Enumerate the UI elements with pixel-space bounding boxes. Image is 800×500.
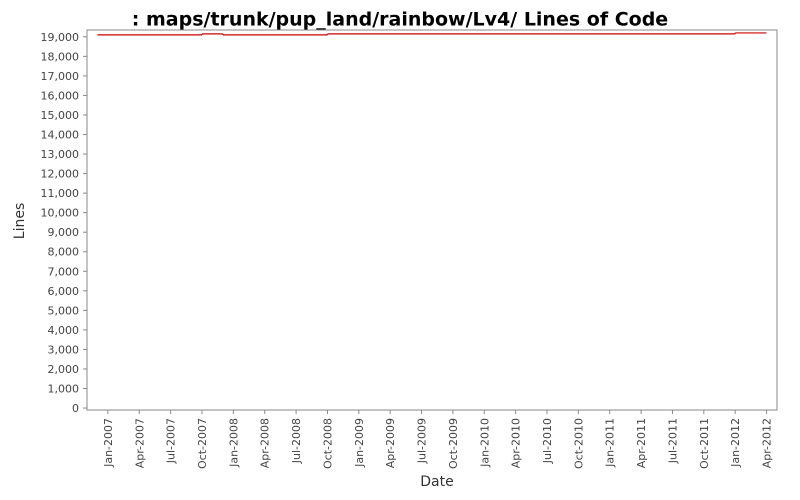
x-tick-label: Apr-2008 [259,418,272,468]
x-tick-label: Jul-2011 [666,418,679,464]
y-tick-label: 0 [72,402,79,415]
x-tick-label: Jan-2010 [478,418,491,468]
y-axis-label: Lines [12,203,28,239]
x-tick-label: Jan-2007 [102,418,115,468]
y-tick-label: 6,000 [48,285,80,298]
y-tick-label: 13,000 [41,148,80,161]
y-tick-label: 18,000 [41,50,80,63]
x-tick-label: Apr-2007 [133,418,146,468]
x-tick-label: Oct-2011 [698,418,711,469]
y-tick-label: 12,000 [41,168,80,181]
y-tick-label: 16,000 [41,89,80,102]
x-axis-label: Date [420,474,453,490]
y-tick-label: 17,000 [41,70,80,83]
plot-area [86,29,778,411]
chart-title: : maps/trunk/pup_land/rainbow/Lv4/ Lines… [132,9,668,31]
y-tick-label: 2,000 [48,363,80,376]
x-tick-label: Jan-2011 [604,418,617,468]
y-tick-label: 5,000 [48,304,80,317]
x-tick-label: Oct-2009 [447,418,460,469]
y-tick-label: 7,000 [48,265,80,278]
x-tick-label: Apr-2009 [384,418,397,468]
x-tick-label: Jul-2009 [416,418,429,464]
x-tick-label: Apr-2010 [510,418,523,468]
x-tick-label: Apr-2012 [761,418,774,468]
y-tick-label: 11,000 [41,187,80,200]
y-tick-label: 14,000 [41,129,80,142]
x-tick-label: Jul-2008 [290,418,303,464]
x-tick-label: Jan-2008 [227,418,240,468]
x-tick-label: Oct-2007 [196,418,209,469]
x-tick-label: Jul-2007 [165,418,178,464]
x-tick-label: Jul-2010 [541,418,554,464]
y-tick-label: 3,000 [48,343,80,356]
y-tick-label: 15,000 [41,109,80,122]
x-tick-label: Jan-2012 [729,418,742,468]
y-tick-label: 19,000 [41,31,80,44]
x-tick-label: Jan-2009 [353,418,366,468]
y-tick-label: 1,000 [48,383,80,396]
y-tick-label: 9,000 [48,226,80,239]
x-tick-label: Oct-2010 [572,418,585,469]
x-tick-label: Oct-2008 [321,418,334,469]
y-tick-label: 8,000 [48,246,80,259]
y-tick-label: 10,000 [41,207,80,220]
y-tick-label: 4,000 [48,324,80,337]
x-tick-label: Apr-2011 [635,418,648,468]
